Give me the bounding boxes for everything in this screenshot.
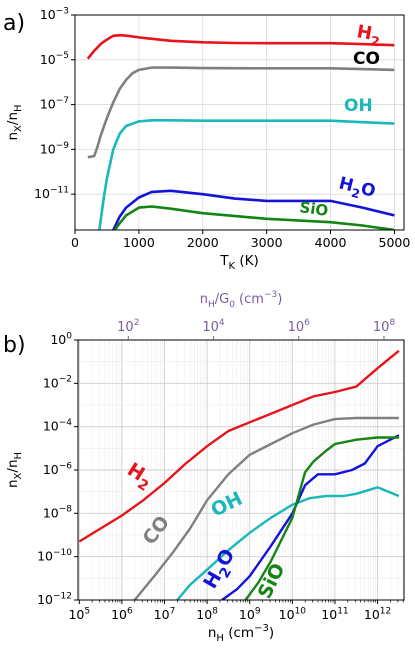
panel-label: a) xyxy=(3,11,25,36)
series-label: CO xyxy=(138,512,174,549)
x-tick-label: 4000 xyxy=(315,235,347,250)
top-tick-label: 106 xyxy=(288,318,311,335)
x-tick-label: 1012 xyxy=(364,606,391,622)
y-tick-label: 10−10 xyxy=(37,548,72,564)
x-tick-label: 106 xyxy=(111,606,133,622)
y-tick-label: 10−4 xyxy=(43,418,72,434)
top-tick-label: 102 xyxy=(117,318,139,335)
x-tick-label: 1010 xyxy=(279,606,307,622)
y-tick-label: 10−8 xyxy=(43,505,72,521)
y-tick-label: 10−6 xyxy=(43,461,72,477)
panel-b: 105 106 107 108 109 1010 1011 1012 100 10−2 10−4 10… xyxy=(3,290,405,644)
top-tick-label: 108 xyxy=(373,318,396,335)
series-line-OH xyxy=(176,486,400,600)
y-axis-label: nX/nH xyxy=(5,104,24,140)
top-tick-label: 104 xyxy=(202,318,225,335)
series-label: H2O xyxy=(336,173,378,204)
y-tick-label: 10−12 xyxy=(37,591,72,607)
panel-label: b) xyxy=(3,333,26,358)
x-axis-label: nH (cm−3) xyxy=(208,623,274,644)
x-tick-label: 3000 xyxy=(251,235,283,250)
x-tick-label: 0 xyxy=(71,235,79,250)
x-tick-label: 2000 xyxy=(187,235,219,250)
x-tick-label: 109 xyxy=(239,606,261,622)
series-label: SiO xyxy=(298,198,329,220)
top-axis-label: nH/G0 (cm−3) xyxy=(200,290,283,310)
series-line-H2O xyxy=(112,189,395,230)
series-line-H2 xyxy=(78,349,400,543)
y-axis-label: nX/nH xyxy=(5,452,24,488)
y-tick-label: 10−11 xyxy=(34,186,69,202)
x-axis-label: TK (K) xyxy=(219,253,259,272)
series-label: H2 xyxy=(354,21,382,50)
y-tick-label: 10−5 xyxy=(40,51,69,67)
x-tick-label: 105 xyxy=(68,606,90,622)
x-tick-label: 108 xyxy=(196,606,218,622)
series-label: SiO xyxy=(254,560,290,602)
y-tick-label: 100 xyxy=(50,331,72,347)
series-line-CO xyxy=(87,66,395,159)
x-tick-label: 107 xyxy=(154,606,176,622)
series-label: CO xyxy=(353,49,380,69)
series-line-OH xyxy=(98,119,395,230)
panel-a: 0 1000 2000 3000 4000 5000 10−3 10−5 10−7 10−9 10−… xyxy=(3,6,410,272)
series-line-SiO xyxy=(113,205,395,230)
x-tick-label: 1000 xyxy=(123,235,155,250)
y-tick-label: 10−3 xyxy=(40,6,69,22)
y-tick-label: 10−2 xyxy=(43,375,72,391)
series-line-CO xyxy=(133,416,399,600)
x-tick-label: 5000 xyxy=(379,235,411,250)
series-label: OH xyxy=(344,96,373,116)
series-line-H2O xyxy=(221,434,400,600)
series-line-SiO xyxy=(244,436,399,600)
series-line-H2 xyxy=(86,33,395,60)
x-tick-label: 1011 xyxy=(321,606,348,622)
plot-frame xyxy=(74,14,405,231)
y-tick-label: 10−7 xyxy=(40,96,69,112)
y-tick-label: 10−9 xyxy=(40,141,69,157)
